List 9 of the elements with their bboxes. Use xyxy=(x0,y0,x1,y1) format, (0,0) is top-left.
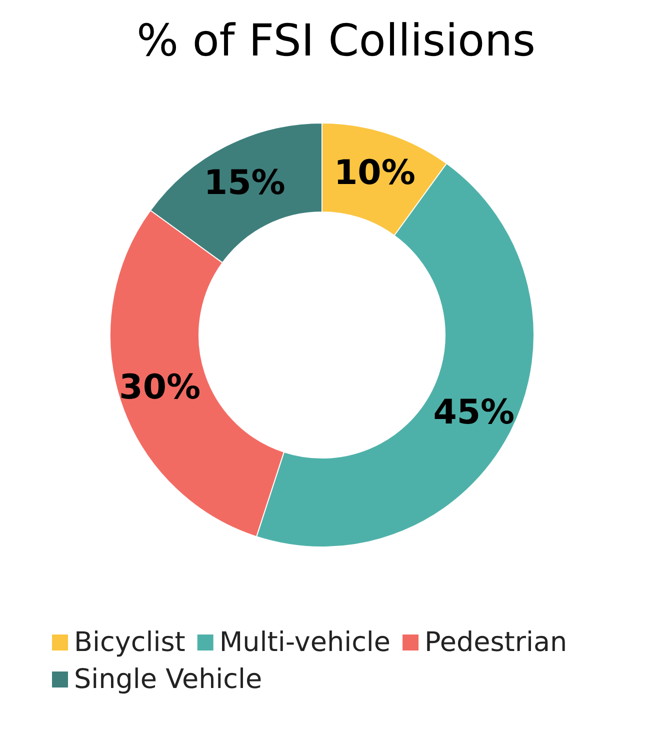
legend-label: Bicyclist xyxy=(74,627,186,658)
legend-label: Single Vehicle xyxy=(74,664,262,695)
data-label: 15% xyxy=(204,163,286,204)
data-label: 30% xyxy=(119,368,201,408)
chart-title: % of FSI Collisions xyxy=(136,16,536,66)
legend-label: Pedestrian xyxy=(424,627,568,658)
data-label: 45% xyxy=(433,392,515,432)
legend-label: Multi-vehicle xyxy=(219,627,391,658)
data-label: 10% xyxy=(334,152,416,193)
